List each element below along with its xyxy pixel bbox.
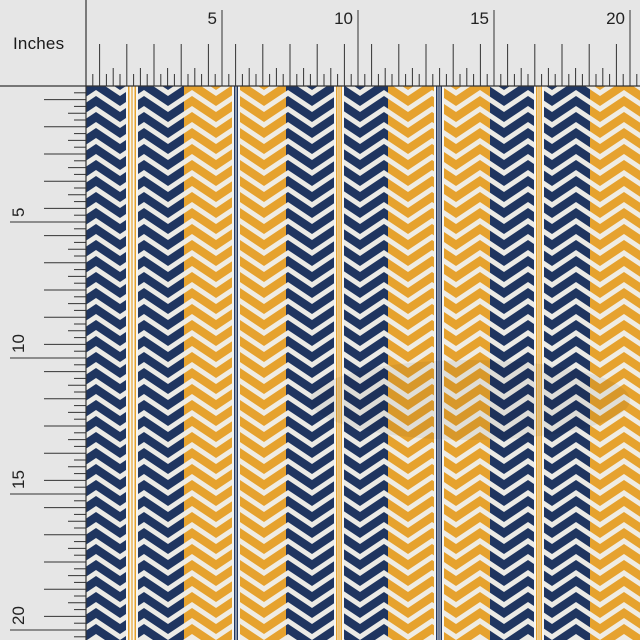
- stripe-chev-navy-0: [86, 86, 126, 640]
- stripe-pinline-center-7: [338, 86, 340, 640]
- top-ruler-number: 5: [208, 9, 217, 28]
- stripe-pinstripe-bg-4: [232, 86, 240, 640]
- left-ruler-number: 20: [9, 606, 28, 625]
- stripe-chev-navy-8: [344, 86, 388, 640]
- stripe-chev-mustard-3: [184, 86, 232, 640]
- top-ruler-number: 15: [470, 9, 489, 28]
- stripe-chev-navy-14: [544, 86, 590, 640]
- left-ruler-number: 5: [9, 208, 28, 217]
- stripe-chev-mustard-9: [388, 86, 434, 640]
- left-ruler-number: 10: [9, 334, 28, 353]
- ruler-unit-label: Inches: [13, 34, 65, 53]
- stripe-chev-mustard-11: [444, 86, 490, 640]
- top-ruler-number: 10: [334, 9, 353, 28]
- stripe-pinline-center-1: [131, 86, 133, 640]
- stripe-pinline-13: [536, 86, 538, 640]
- stripe-chev-navy-6: [286, 86, 334, 640]
- stripe-chev-mustard-15: [590, 86, 640, 640]
- stripe-pinline-7: [336, 86, 338, 640]
- fabric-fold-shadow: [310, 360, 630, 440]
- stripe-pinline-1: [128, 86, 130, 640]
- stripe-chev-navy-12: [490, 86, 534, 640]
- stripe-pinline-10: [440, 86, 442, 640]
- stripe-pinline-1: [134, 86, 136, 640]
- stripe-pinline-13: [540, 86, 542, 640]
- stripe-pinline-4: [236, 86, 238, 640]
- stripe-pinline-center-10: [438, 86, 440, 640]
- stripe-pinline-7: [340, 86, 342, 640]
- stripe-pinline-10: [436, 86, 438, 640]
- fabric-swatch: [86, 86, 640, 640]
- stripe-pinline-4: [234, 86, 236, 640]
- top-ruler-number: 20: [606, 9, 625, 28]
- stripe-chev-mustard-5: [240, 86, 286, 640]
- left-ruler-number: 15: [9, 470, 28, 489]
- stripe-pinline-center-13: [538, 86, 540, 640]
- stripe-chev-navy-2: [138, 86, 184, 640]
